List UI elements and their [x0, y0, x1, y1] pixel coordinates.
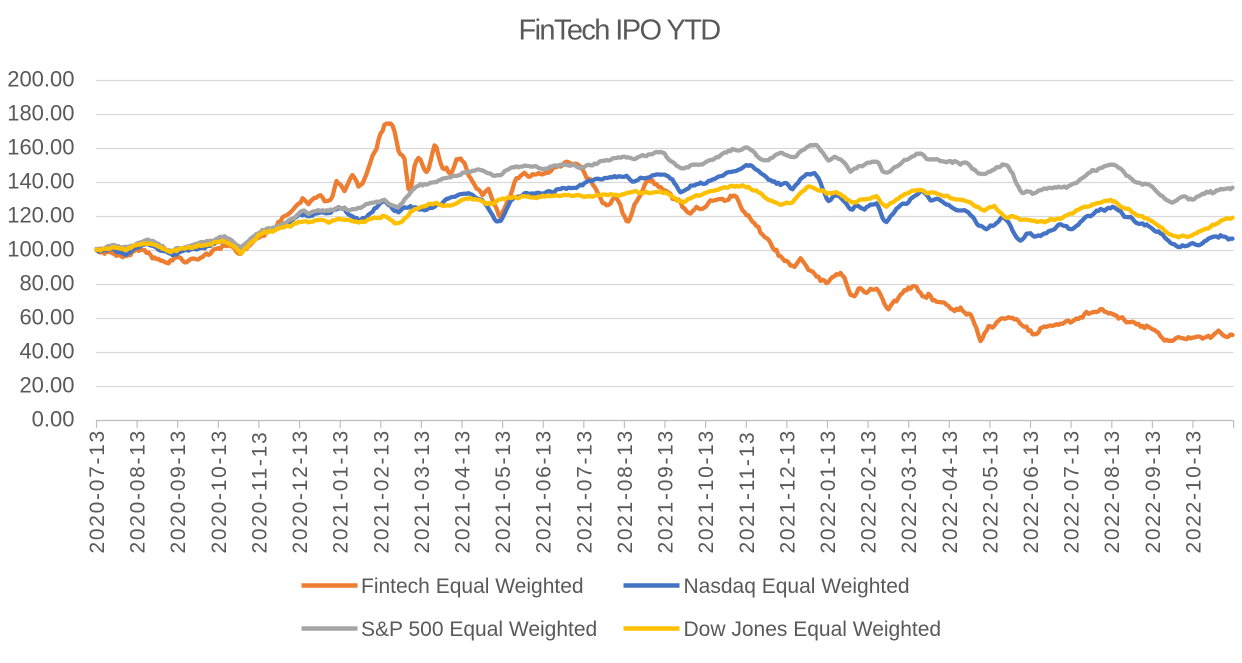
svg-text:180.00: 180.00 [7, 100, 74, 125]
svg-text:2021-09-13: 2021-09-13 [655, 429, 678, 553]
svg-text:2022-02-13: 2022-02-13 [858, 429, 881, 553]
svg-text:FinTech IPO YTD: FinTech IPO YTD [518, 15, 720, 47]
svg-text:2022-06-13: 2022-06-13 [1020, 429, 1043, 553]
svg-text:2020-09-13: 2020-09-13 [167, 429, 190, 553]
svg-text:2021-05-13: 2021-05-13 [492, 429, 515, 553]
svg-text:2021-07-13: 2021-07-13 [573, 429, 596, 553]
svg-text:Nasdaq Equal Weighted: Nasdaq Equal Weighted [684, 575, 910, 598]
svg-text:2020-10-13: 2020-10-13 [208, 429, 231, 553]
svg-text:2022-10-13: 2022-10-13 [1183, 429, 1206, 553]
svg-text:2022-01-13: 2022-01-13 [817, 429, 840, 553]
svg-text:2021-02-13: 2021-02-13 [370, 429, 393, 553]
svg-text:Dow Jones Equal Weighted: Dow Jones Equal Weighted [684, 618, 942, 641]
svg-text:2022-08-13: 2022-08-13 [1101, 429, 1124, 553]
svg-text:0.00: 0.00 [32, 406, 75, 431]
svg-text:2021-12-13: 2021-12-13 [776, 429, 799, 553]
svg-text:2022-03-13: 2022-03-13 [898, 429, 921, 553]
svg-text:2021-01-13: 2021-01-13 [330, 429, 353, 553]
svg-text:2021-10-13: 2021-10-13 [695, 429, 718, 553]
svg-text:2022-04-13: 2022-04-13 [939, 429, 962, 553]
svg-text:2022-07-13: 2022-07-13 [1061, 429, 1084, 553]
svg-text:80.00: 80.00 [19, 270, 74, 295]
svg-text:120.00: 120.00 [7, 202, 74, 227]
svg-text:40.00: 40.00 [19, 338, 74, 363]
svg-text:2020-07-13: 2020-07-13 [86, 429, 109, 553]
svg-text:2021-04-13: 2021-04-13 [452, 429, 475, 553]
svg-text:2021-03-13: 2021-03-13 [411, 429, 434, 553]
svg-text:160.00: 160.00 [7, 134, 74, 159]
svg-text:2021-06-13: 2021-06-13 [533, 429, 556, 553]
svg-text:2020-11-13: 2020-11-13 [248, 431, 271, 554]
svg-text:2021-11-13: 2021-11-13 [736, 431, 759, 554]
svg-text:140.00: 140.00 [7, 168, 74, 193]
svg-text:200.00: 200.00 [7, 66, 74, 91]
svg-text:60.00: 60.00 [19, 304, 74, 329]
svg-text:2022-09-13: 2022-09-13 [1142, 429, 1165, 553]
svg-text:2022-05-13: 2022-05-13 [979, 429, 1002, 553]
svg-text:2020-08-13: 2020-08-13 [127, 429, 150, 553]
svg-text:Fintech Equal Weighted: Fintech Equal Weighted [361, 575, 584, 598]
svg-text:2021-08-13: 2021-08-13 [614, 429, 637, 553]
svg-text:2020-12-13: 2020-12-13 [289, 429, 312, 553]
svg-text:20.00: 20.00 [19, 372, 74, 397]
svg-text:100.00: 100.00 [7, 236, 74, 261]
svg-text:S&P 500 Equal Weighted: S&P 500 Equal Weighted [361, 618, 597, 641]
